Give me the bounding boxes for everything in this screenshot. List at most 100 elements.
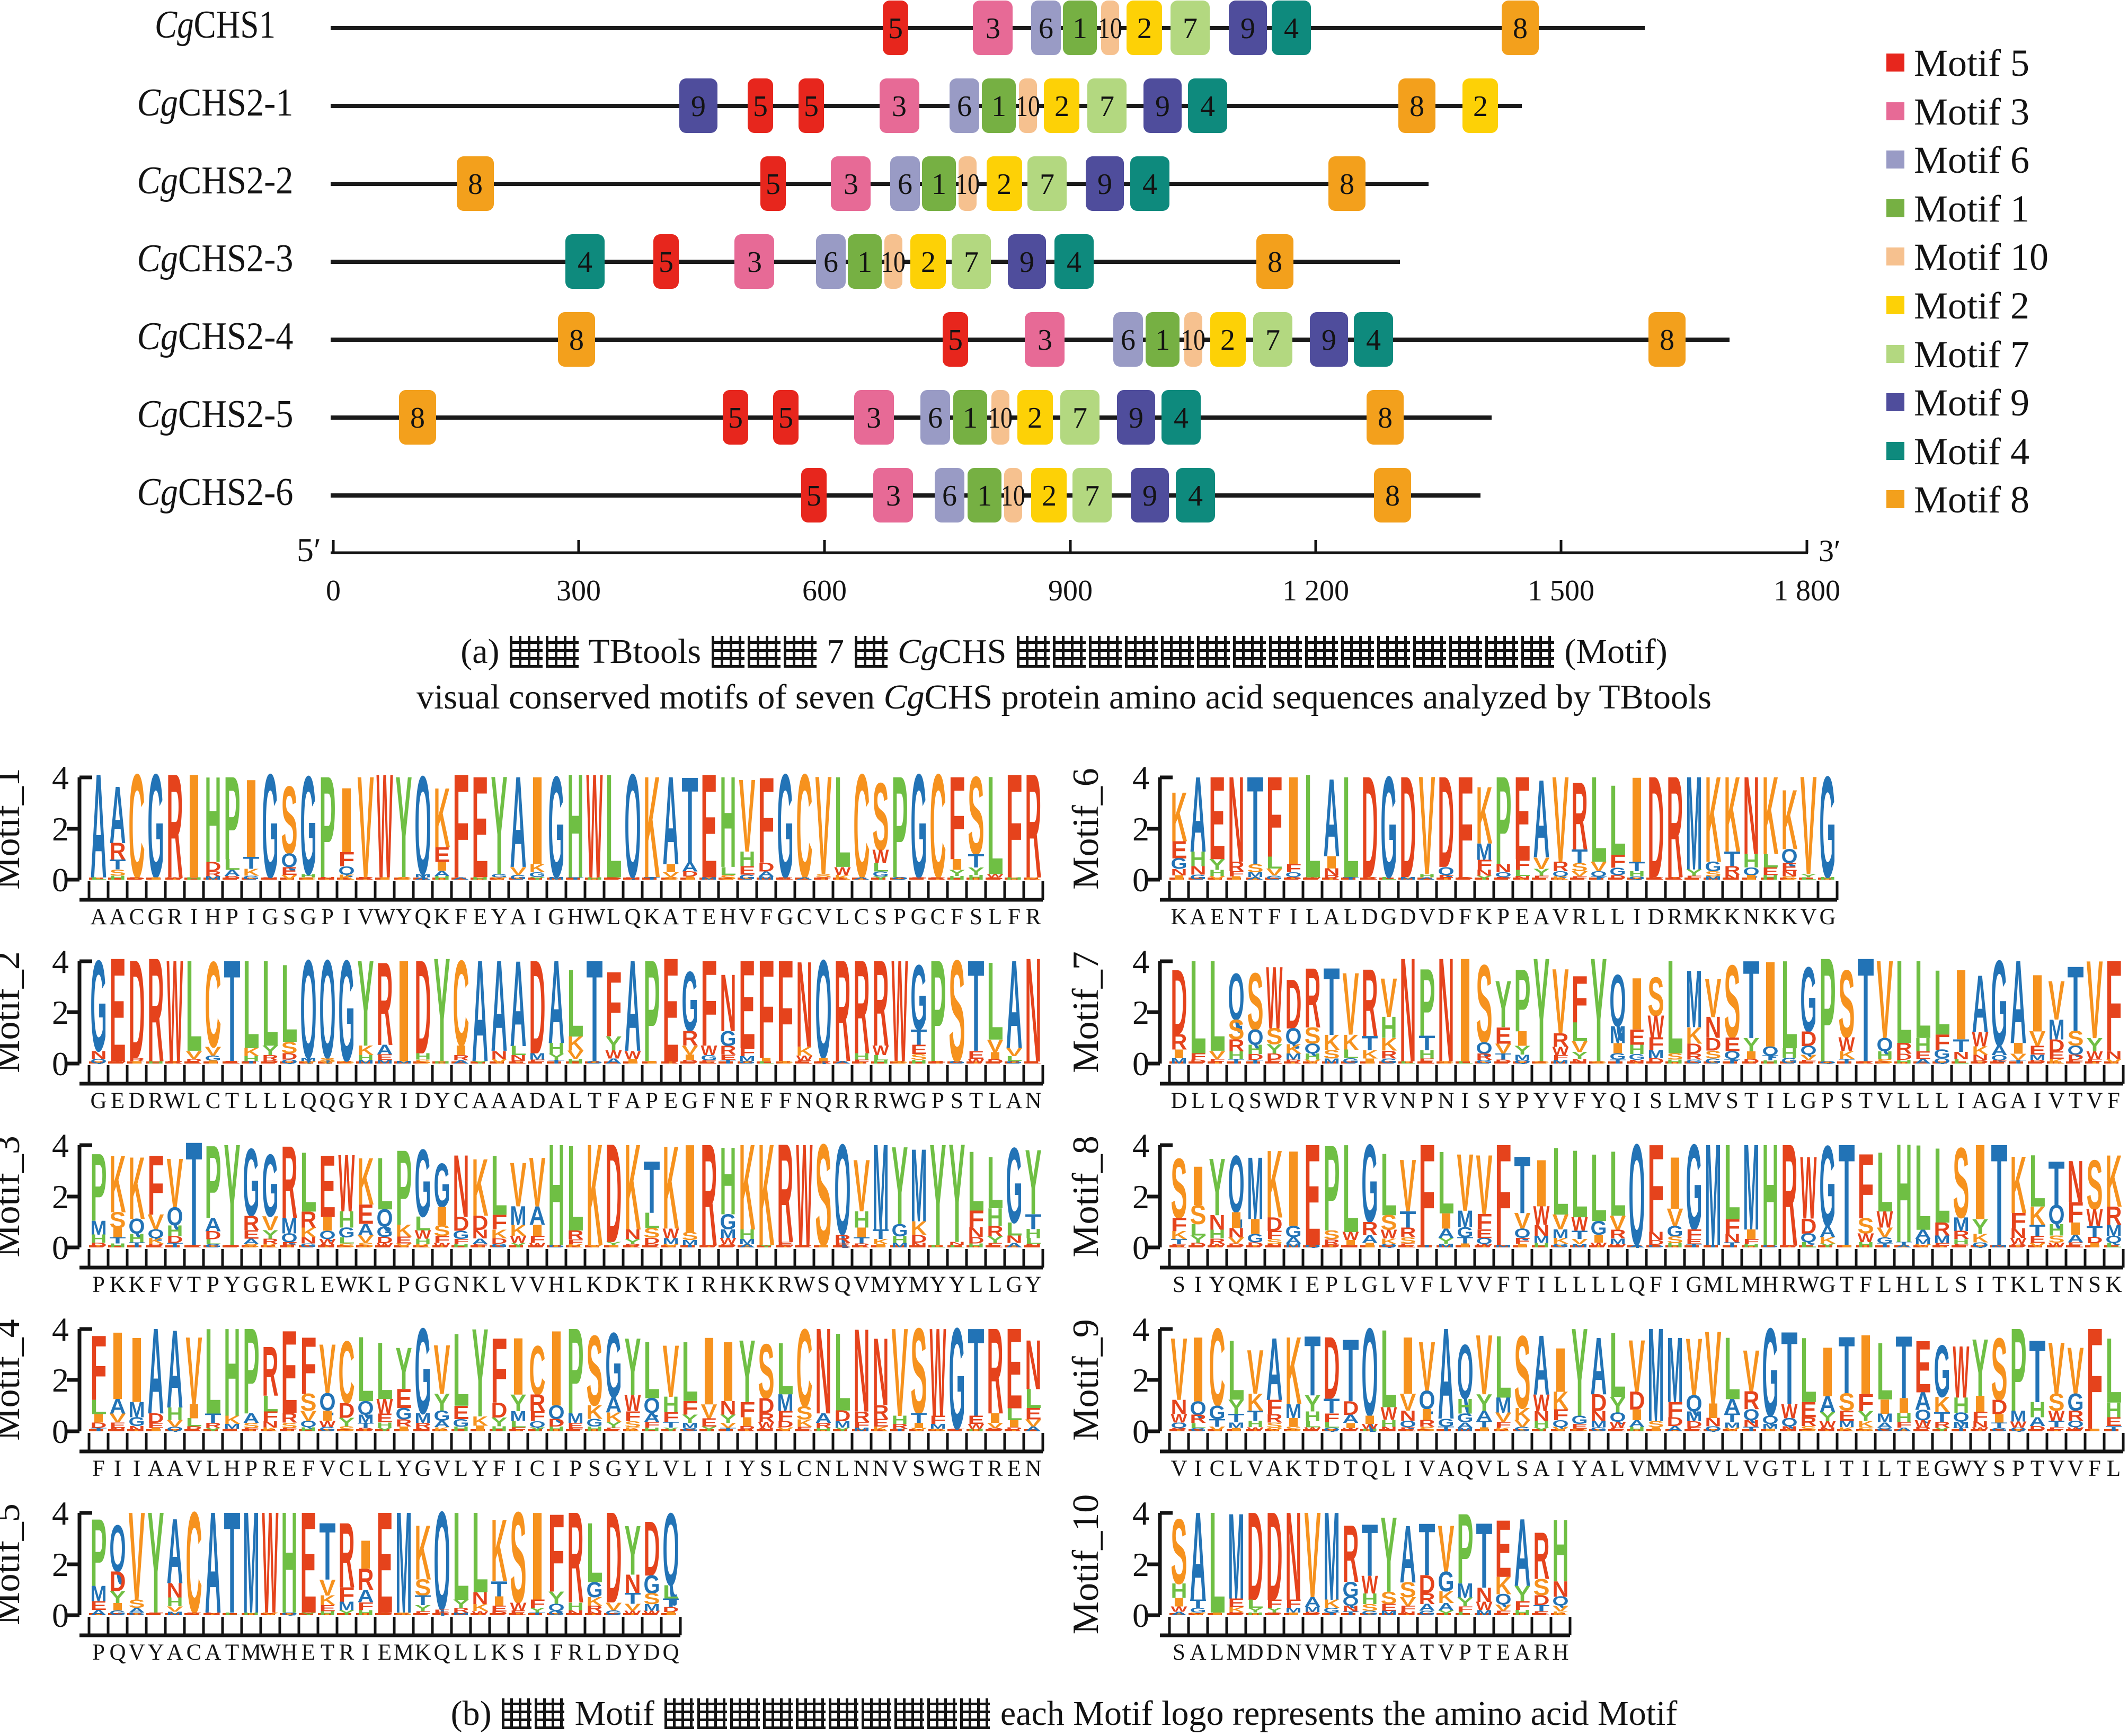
svg-text:D: D	[377, 1235, 393, 1245]
svg-text:Q: Q	[1362, 1302, 1378, 1443]
svg-text:Q: Q	[1247, 1025, 1264, 1050]
svg-text:Q: Q	[281, 1059, 298, 1065]
svg-text:Q: Q	[1495, 871, 1512, 879]
svg-text:T: T	[663, 1420, 679, 1429]
svg-text:G: G	[453, 1416, 469, 1429]
svg-text:Y: Y	[1801, 873, 1817, 879]
svg-text:V: V	[1629, 1325, 1645, 1408]
svg-text:T: T	[1934, 1410, 1951, 1425]
svg-text:F: F	[1266, 1598, 1283, 1610]
svg-text:Q: Q	[1285, 871, 1302, 879]
svg-text:V: V	[2049, 970, 2065, 1032]
svg-text:T: T	[1858, 927, 1874, 1093]
svg-text:D: D	[529, 933, 546, 1082]
svg-text:V: V	[625, 1602, 641, 1613]
svg-text:Y: Y	[377, 1427, 393, 1433]
svg-text:I: I	[911, 1421, 927, 1430]
svg-text:S: S	[1858, 1426, 1874, 1433]
svg-text:0: 0	[326, 574, 341, 607]
svg-text:T: T	[1629, 860, 1645, 874]
svg-text:G: G	[682, 954, 698, 1049]
svg-text:A: A	[205, 1214, 221, 1235]
svg-text:K: K	[1285, 1317, 1302, 1425]
svg-text:V: V	[1228, 1236, 1245, 1245]
svg-text:L: L	[606, 743, 622, 909]
svg-text:Q: Q	[281, 849, 298, 872]
svg-text:D: D	[224, 1244, 241, 1248]
svg-text:D: D	[1457, 876, 1474, 881]
svg-text:G: G	[377, 1224, 393, 1240]
svg-text:K: K	[1972, 1232, 1989, 1245]
svg-text:T: T	[320, 1506, 336, 1597]
svg-text:N: N	[625, 1569, 641, 1599]
svg-text:Q: Q	[1801, 1043, 1817, 1057]
svg-text:G: G	[644, 1571, 660, 1599]
svg-text:0: 0	[52, 1045, 69, 1083]
svg-text:E: E	[1610, 1427, 1626, 1432]
svg-text:I: I	[320, 1407, 336, 1424]
svg-text:P: P	[1495, 751, 1512, 891]
svg-text:A: A	[606, 1393, 622, 1418]
svg-text:8: 8	[1340, 168, 1354, 201]
svg-text:R: R	[262, 1237, 279, 1245]
svg-text:M: M	[1495, 1244, 1512, 1248]
svg-text:S: S	[1572, 1428, 1588, 1432]
svg-text:N: N	[2106, 1049, 2122, 1061]
svg-text:F: F	[1743, 1237, 1760, 1246]
svg-text:Q: Q	[148, 1227, 164, 1241]
svg-text:S: S	[300, 1388, 317, 1416]
svg-text:V: V	[1476, 1138, 1493, 1233]
svg-text:N: N	[472, 1589, 489, 1608]
svg-text:I: I	[1533, 1146, 1550, 1221]
svg-text:E: E	[243, 1227, 260, 1241]
svg-text:L: L	[987, 1142, 1004, 1225]
svg-text:W: W	[2068, 1426, 2085, 1432]
svg-text:S: S	[1247, 956, 1264, 1048]
svg-text:T: T	[568, 876, 584, 880]
svg-text:H: H	[720, 749, 737, 894]
svg-text:4: 4	[52, 1310, 69, 1348]
svg-text:W: W	[930, 1303, 946, 1443]
svg-text:T: T	[1324, 1394, 1340, 1418]
svg-text:H: H	[1896, 1115, 1912, 1272]
svg-text:N: N	[453, 1137, 469, 1237]
svg-text:D: D	[358, 1427, 374, 1432]
svg-text:E: E	[606, 1427, 622, 1432]
svg-text:V: V	[167, 1145, 183, 1223]
svg-text:I: I	[1362, 1242, 1378, 1249]
svg-text:Q: Q	[320, 932, 336, 1089]
svg-text:Q: Q	[1972, 1241, 1989, 1249]
svg-text:A: A	[1438, 1301, 1455, 1446]
svg-text:D: D	[1228, 1243, 1245, 1249]
svg-text:S: S	[1667, 1051, 1683, 1061]
svg-text:Q: Q	[1610, 959, 1626, 1042]
svg-text:W: W	[1877, 1207, 1893, 1233]
svg-text:Q: Q	[1762, 1413, 1779, 1426]
svg-text:G: G	[739, 1060, 756, 1064]
svg-text:G: G	[911, 744, 927, 909]
svg-text:N: N	[1228, 751, 1245, 889]
svg-text:V: V	[1419, 747, 1435, 905]
svg-text:N: N	[1324, 866, 1340, 878]
svg-text:F: F	[606, 953, 622, 1057]
svg-text:R: R	[1228, 859, 1245, 874]
svg-text:Motif_10: Motif_10	[1066, 1494, 1106, 1634]
svg-text:E: E	[1724, 1033, 1741, 1056]
svg-text:Motif_6: Motif_6	[1066, 768, 1106, 889]
svg-text:S: S	[1648, 966, 1664, 1028]
svg-text:F: F	[1533, 874, 1550, 881]
svg-text:E: E	[472, 746, 489, 908]
svg-text:A: A	[510, 749, 527, 894]
svg-text:A: A	[110, 1395, 126, 1418]
svg-text:S: S	[1591, 1060, 1607, 1064]
svg-text:K: K	[472, 1414, 489, 1429]
svg-text:S: S	[415, 1058, 431, 1065]
svg-text:W: W	[529, 1242, 546, 1249]
svg-text:S: S	[243, 1243, 260, 1249]
svg-text:I: I	[1991, 1412, 2008, 1425]
svg-text:K: K	[224, 1414, 241, 1427]
svg-text:I: I	[987, 1411, 1004, 1425]
svg-text:N: N	[1006, 1234, 1023, 1246]
svg-text:I: I	[1591, 1233, 1607, 1245]
svg-text:A: A	[682, 860, 698, 874]
